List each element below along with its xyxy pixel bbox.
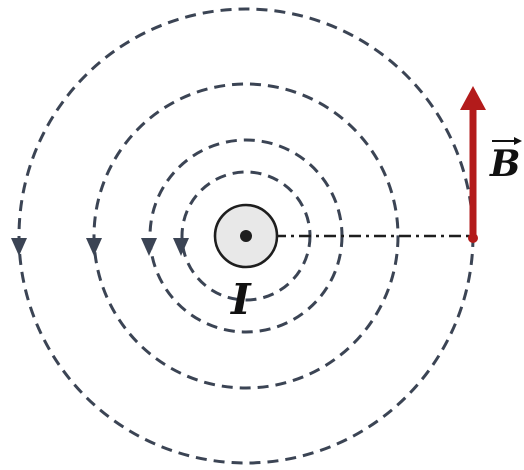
field-vector-arrow bbox=[460, 86, 486, 243]
field-label: B bbox=[489, 143, 520, 185]
field-direction-arrow-4 bbox=[11, 238, 27, 256]
wire-current-out-of-page bbox=[213, 203, 279, 269]
direction-arrows-group bbox=[11, 238, 189, 256]
field-direction-arrow-2 bbox=[141, 238, 157, 256]
field-direction-arrow-3 bbox=[86, 238, 102, 256]
vector-overbar-arrow-icon bbox=[514, 137, 522, 145]
current-dot-icon bbox=[240, 230, 252, 242]
field-label-group: B bbox=[489, 137, 522, 185]
field-point-marker bbox=[468, 233, 478, 243]
current-label: I bbox=[230, 275, 252, 324]
field-direction-arrow-1 bbox=[173, 238, 189, 256]
field-line-circle-3 bbox=[92, 82, 400, 390]
arrow-up-icon bbox=[460, 86, 486, 110]
